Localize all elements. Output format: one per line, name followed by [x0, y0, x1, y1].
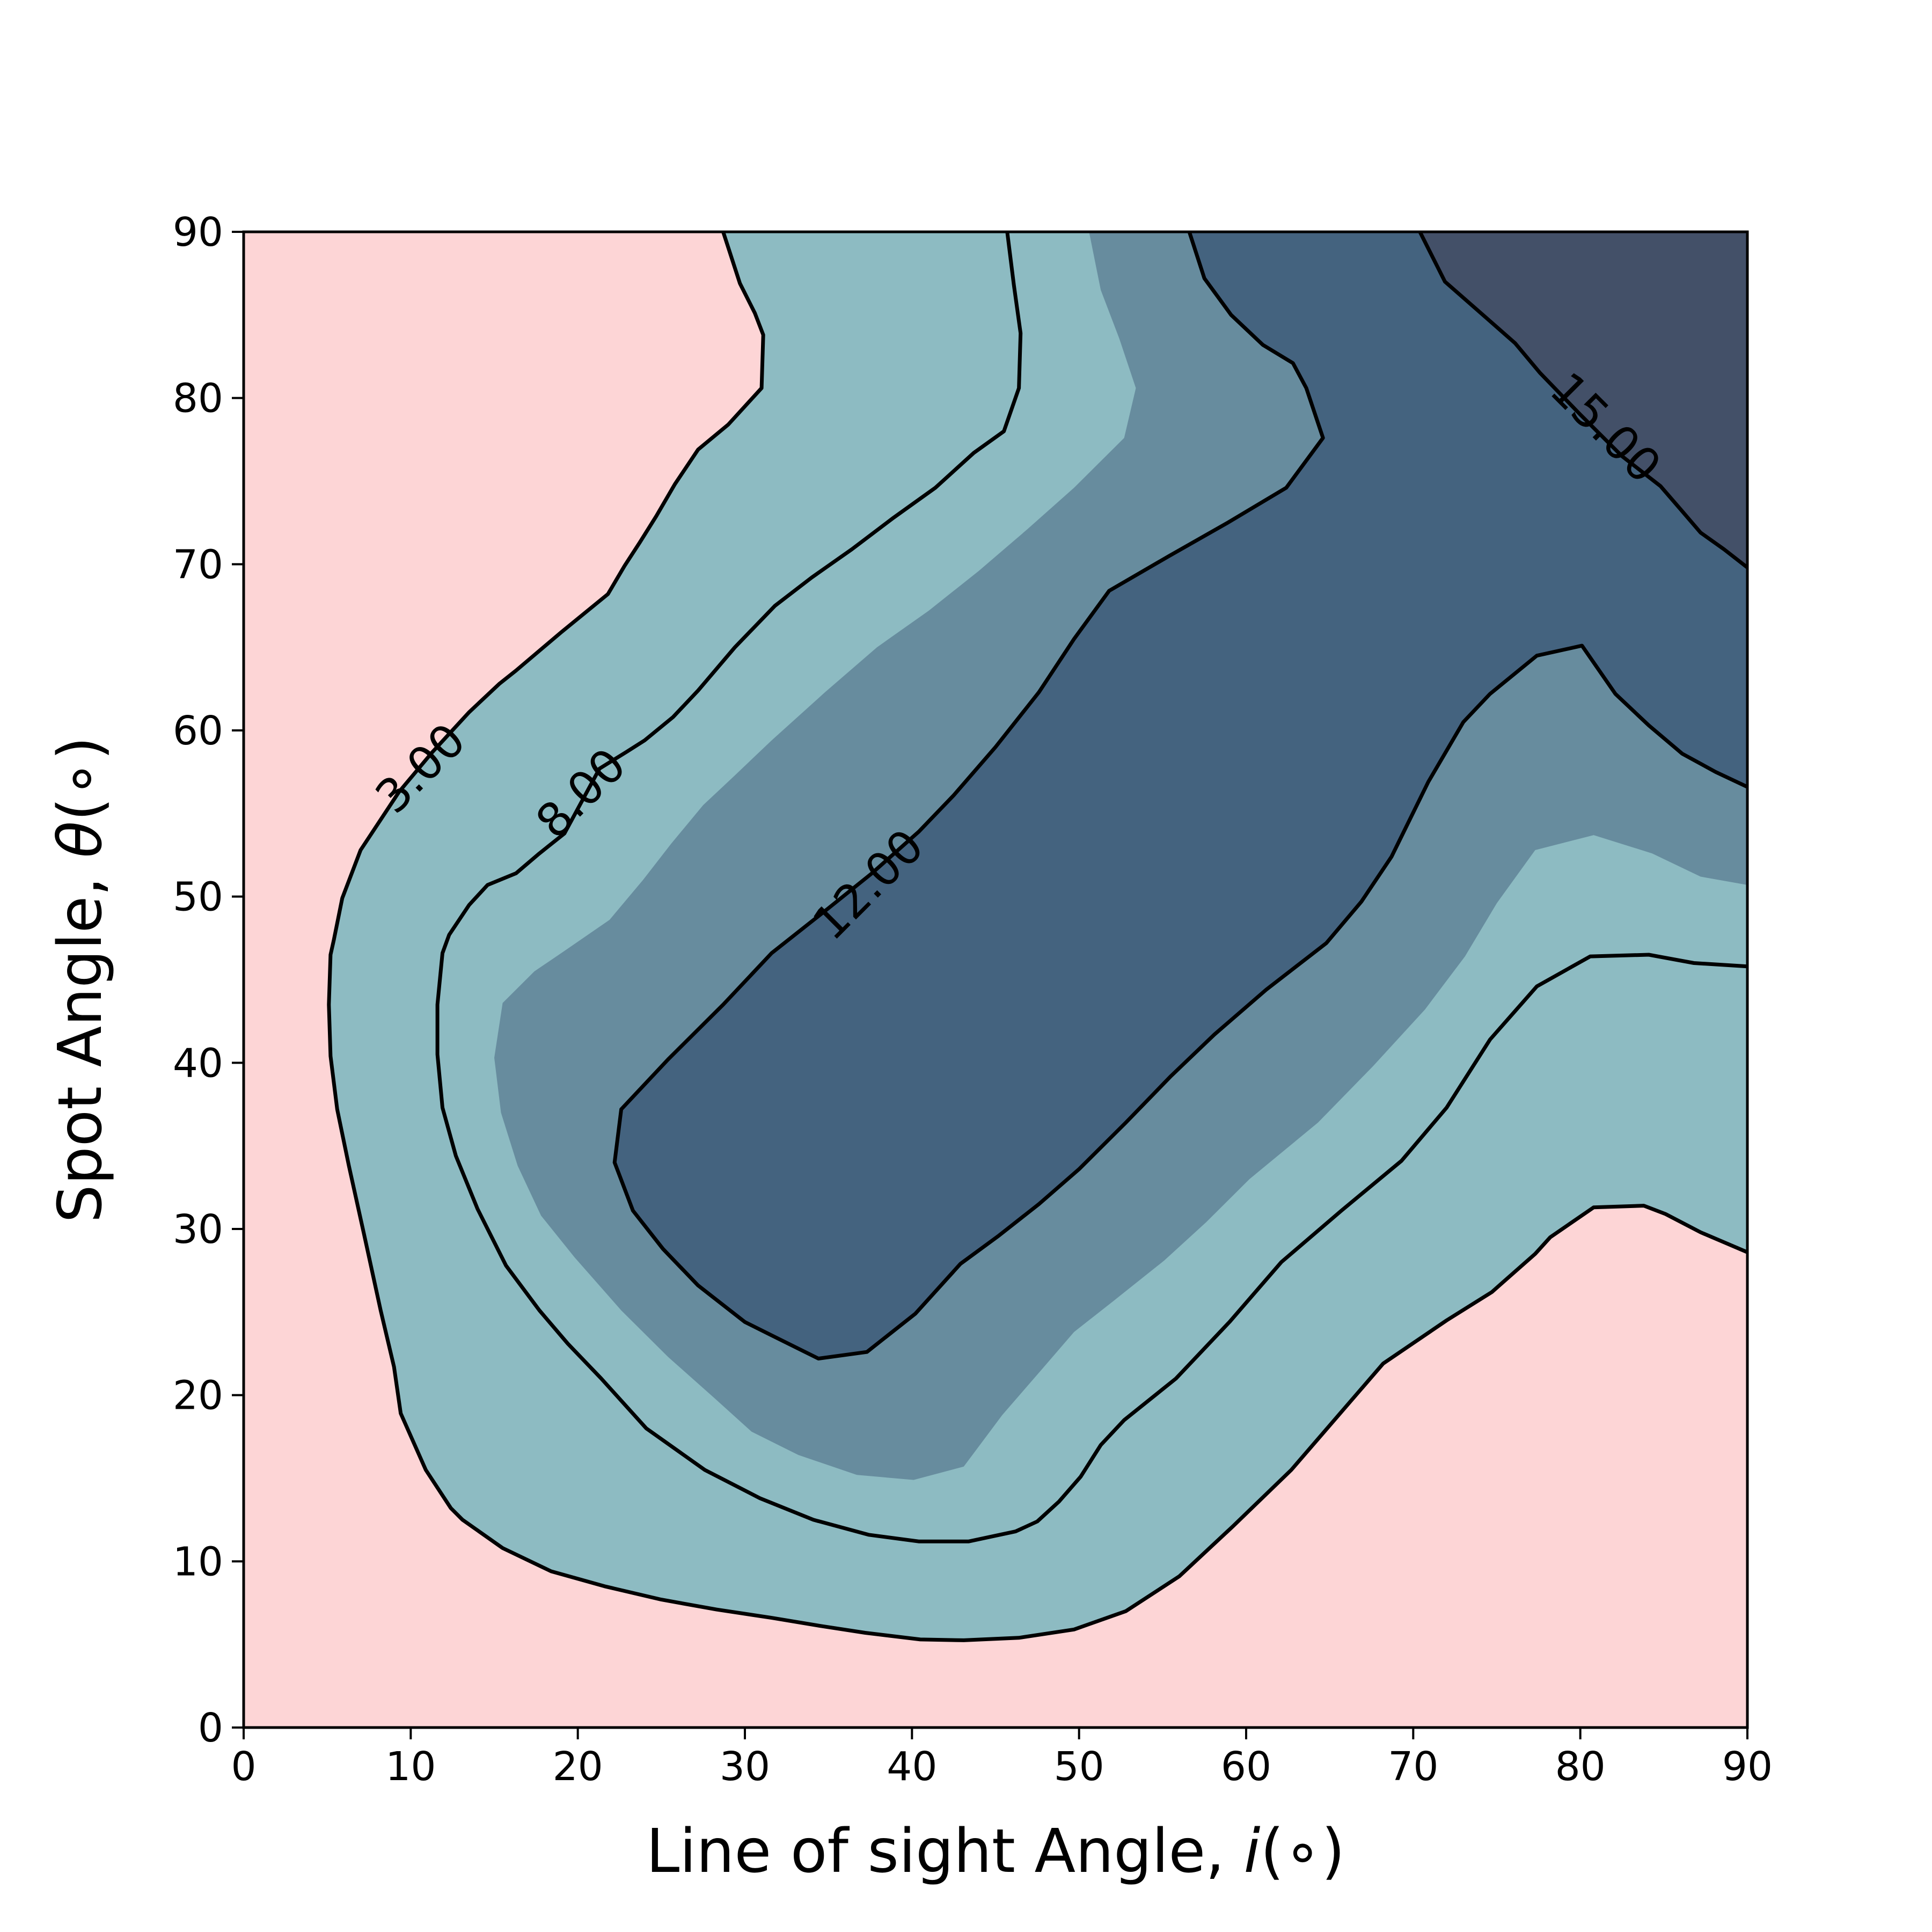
- y-tick-label: 60: [173, 708, 223, 754]
- y-tick-label: 20: [173, 1373, 223, 1419]
- x-tick-label: 0: [231, 1744, 256, 1790]
- x-axis-title: Line of sight Angle, i(∘): [646, 1817, 1345, 1886]
- y-tick-label: 90: [173, 209, 223, 255]
- x-tick-label: 60: [1221, 1744, 1271, 1790]
- x-axis-title-text: Line of sight Angle,: [646, 1817, 1244, 1886]
- contour-lines: [327, 231, 1749, 1642]
- contour-line-15.00: [1418, 231, 1749, 569]
- y-tick-label: 0: [198, 1705, 223, 1751]
- contour-line-3.00: [327, 231, 1748, 1642]
- y-tick-label: 70: [173, 541, 223, 588]
- x-axis-title-unit: (∘): [1261, 1817, 1345, 1886]
- y-tick-label: 40: [173, 1040, 223, 1086]
- x-tick-label: 70: [1388, 1744, 1438, 1790]
- x-tick-label: 40: [887, 1744, 937, 1790]
- x-tick-label: 90: [1722, 1744, 1773, 1790]
- plot-frame: [242, 230, 1749, 1729]
- x-axis-title-symbol: i: [1243, 1817, 1260, 1886]
- y-tick-label: 30: [173, 1206, 223, 1253]
- contour-region-level-4: [1419, 232, 1747, 568]
- contour-region-level-3: [614, 232, 1747, 1359]
- y-tick-label: 10: [173, 1539, 223, 1585]
- contour-line-12.00: [612, 231, 1748, 1360]
- x-tick-label: 30: [720, 1744, 770, 1790]
- y-axis-title: Spot Angle, θ(∘): [46, 736, 115, 1223]
- x-tick-label: 80: [1555, 1744, 1606, 1790]
- y-axis-ticks: 0 10 20 30 40 50 60 70 80 90: [173, 209, 244, 1751]
- x-tick-label: 20: [553, 1744, 603, 1790]
- y-axis-title-symbol: θ: [46, 821, 115, 858]
- filled-contour-regions: [328, 232, 1747, 1641]
- contour-line-8.00: [435, 231, 1748, 1543]
- x-tick-label: 10: [385, 1744, 436, 1790]
- y-axis-title-unit: (∘): [46, 736, 115, 821]
- y-axis-title-text: Spot Angle,: [46, 858, 115, 1223]
- y-tick-label: 50: [173, 874, 223, 920]
- y-tick-label: 80: [173, 376, 223, 422]
- x-tick-label: 50: [1054, 1744, 1104, 1790]
- x-axis-ticks: 0 10 20 30 40 50 60 70 80 90: [231, 1728, 1773, 1790]
